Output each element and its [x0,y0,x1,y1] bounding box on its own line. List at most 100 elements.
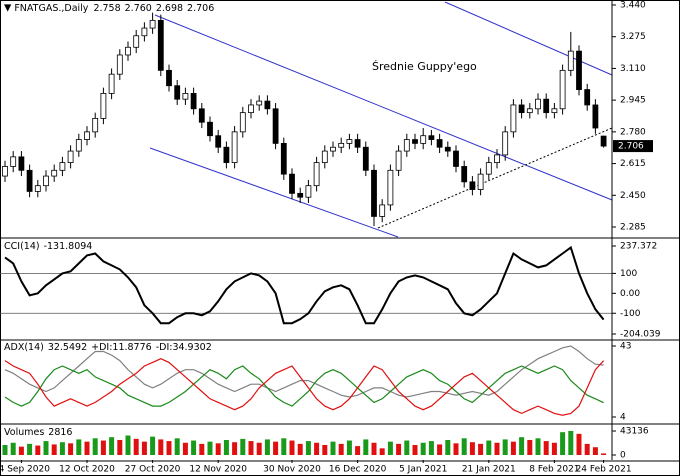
candle-body [453,150,459,167]
volume-bar [174,438,180,455]
indicator-line [4,358,605,416]
last-price-label: 2.706 [618,142,644,152]
candle-body [248,104,254,114]
candle-body [535,98,541,110]
candle-body [51,169,58,177]
volume-bar [412,444,418,455]
volume-bar [543,441,549,455]
price-header: ▼ FNATGAS.,Daily 2.758 2.760 2.698 2.706 [4,3,214,14]
cci-name: CCI(14) [4,241,40,252]
candle-body [494,154,500,164]
volume-bar [568,431,574,455]
candle-body [198,108,205,123]
volume-bar [535,438,541,455]
y-tick-label: 2.945 [620,96,646,106]
candle-body [469,181,476,190]
volume-bar [469,442,475,455]
volume-bar [84,441,90,455]
candle-body [215,135,222,148]
candle-body [543,98,550,114]
y-tick-label: 3.275 [620,32,646,42]
candle-body [223,146,230,164]
y-tick-label: 2.285 [620,223,646,233]
candle-body [116,54,123,75]
volume-bar [18,446,24,455]
candle-body [305,185,312,198]
legend-value: 32.5492 [48,342,87,353]
volume-bar [437,444,443,455]
legend-entry: ADX(14) [4,342,44,353]
volume-bar [35,445,41,455]
y-tick-label: 3.440 [620,0,646,10]
candle-body [477,173,484,190]
annotation: Średnie Guppy'ego [372,60,477,73]
candle-body [190,93,197,110]
volume-bar [232,442,238,455]
legend-value: 11.8776 [112,342,151,353]
volume-bar [297,443,303,455]
candle-body [141,27,148,37]
volume-bar [322,444,328,455]
volume-bar [428,441,434,455]
candle-body [256,100,263,106]
volume-bar [404,440,410,455]
candle-body [330,146,336,152]
volume-bar [510,441,516,455]
volume-bar [338,443,344,455]
y-tick-label: 100 [620,269,637,279]
y-tick-label: 2.450 [620,191,646,201]
candle-body [395,150,402,171]
volume-bar [371,442,377,455]
candle-body [321,150,328,164]
y-tick-label: 0 [620,451,626,461]
volume-bar [248,441,254,455]
volume-bar [117,439,123,455]
volume-bar [68,443,74,455]
x-tick-label: 30 Nov 2020 [263,465,321,475]
candle-body [272,108,279,144]
channel-line [154,14,613,201]
y-tick-label: -204.039 [620,330,661,340]
support-line [377,127,613,229]
candle-body [510,104,517,133]
volume-bar [51,444,57,455]
volume-bar [330,441,336,455]
y-tick-label: 2.780 [620,127,646,137]
volume-bar [215,443,221,455]
candle-body [157,19,164,71]
candle-body [371,169,377,217]
volume-bar [445,439,451,455]
volume-bar [601,453,607,455]
candle-body [592,104,599,129]
y-tick-label: 43 [620,342,631,352]
volume-bar [494,442,500,455]
candle-body [567,50,574,71]
candle-body [280,142,287,175]
y-tick-label: 4 [620,413,626,423]
volume-bar [76,439,82,455]
candle-body [75,139,82,152]
high-label: 2.760 [125,3,152,14]
y-tick-label: 237.372 [620,242,657,252]
candle-body [297,192,304,198]
candle-body [207,121,213,137]
volume-header: Volumes 2816 [4,427,72,438]
x-tick-label: 21 Jan 2021 [462,465,516,475]
volume-bar [486,440,492,455]
volume-bar [207,441,213,455]
volume-bar [150,436,156,455]
candle-body [412,139,418,144]
cci-value: -131.8094 [44,241,93,252]
indicator-line [4,365,604,407]
candle-body [108,73,115,94]
volume-bar [100,440,106,455]
legend-entry: -DI: [156,342,173,353]
volume-bar [502,439,508,455]
volume-bar [281,438,287,455]
last-price-box [613,140,653,153]
candle-body [387,169,394,206]
volume-bar [453,443,459,455]
candle-body [600,135,607,147]
candle-body [346,139,353,144]
candle-body [354,139,361,148]
